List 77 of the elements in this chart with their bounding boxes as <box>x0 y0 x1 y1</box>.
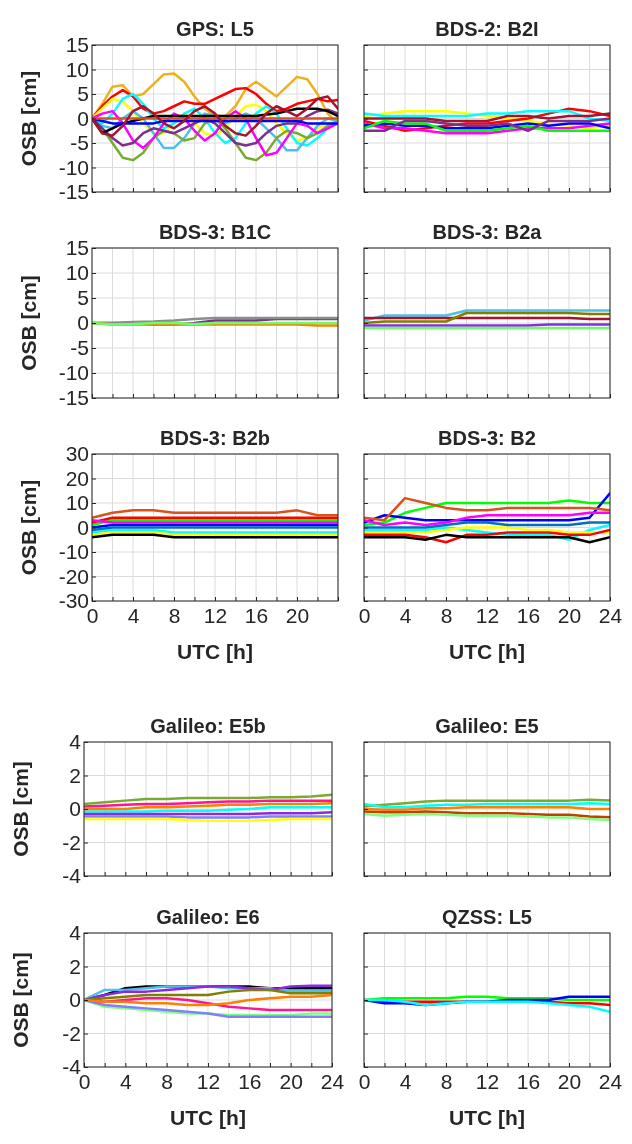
chart-title: Galileo: E5 <box>435 715 539 737</box>
y-tick-label: -5 <box>70 336 89 360</box>
y-tick-label: -15 <box>58 180 89 204</box>
y-tick-label: -20 <box>58 564 89 588</box>
line-series <box>84 793 332 806</box>
y-tick-label: -5 <box>70 131 89 155</box>
y-axis-title: OSB [cm] <box>17 479 40 576</box>
y-tick-label: 2 <box>69 763 81 787</box>
chart-title: BDS-3: B2a <box>432 221 543 243</box>
y-tick-label: 4 <box>69 921 82 945</box>
y-tick-label: 5 <box>77 286 89 310</box>
y-tick-label: 20 <box>65 466 89 490</box>
y-tick-label: 10 <box>65 491 89 515</box>
y-tick-label: 10 <box>65 261 89 285</box>
y-tick-label: 0 <box>77 311 89 335</box>
y-tick-label: 0 <box>69 797 81 821</box>
chart-title: QZSS: L5 <box>441 906 533 928</box>
y-tick-label: 0 <box>77 515 89 539</box>
x-tick-label: 20 <box>557 1069 582 1093</box>
x-tick-label: 4 <box>399 1069 412 1093</box>
chart-title: BDS-3: B2b <box>159 427 271 449</box>
chart-title: Galileo: E5b <box>150 715 266 737</box>
y-tick-label: -10 <box>58 155 89 179</box>
y-tick-label: -4 <box>62 864 82 888</box>
y-tick-label: 0 <box>69 988 81 1012</box>
x-axis-title: UTC [h] <box>170 1106 246 1129</box>
y-axis-title: OSB [cm] <box>9 761 32 857</box>
y-axis-title: OSB [cm] <box>17 275 40 371</box>
line-series <box>84 993 332 1007</box>
x-tick-label: 24 <box>598 1069 623 1093</box>
x-tick-label: 4 <box>127 603 140 627</box>
y-tick-label: -30 <box>58 589 89 613</box>
x-axis-title: UTC [h] <box>449 1106 525 1129</box>
x-tick-label: 16 <box>244 603 269 627</box>
x-tick-label: 8 <box>168 603 181 627</box>
y-tick-label: 15 <box>65 236 89 260</box>
chart-title: Galileo: E6 <box>156 906 260 928</box>
x-tick-label: 24 <box>320 1069 345 1093</box>
chart-title: BDS-3: B1C <box>158 221 272 243</box>
x-tick-label: 24 <box>598 603 623 627</box>
y-tick-label: 0 <box>77 106 89 130</box>
y-tick-label: 10 <box>65 57 89 81</box>
y-tick-label: 2 <box>69 954 81 978</box>
y-tick-label: -10 <box>58 540 89 564</box>
x-tick-label: 20 <box>279 1069 303 1093</box>
y-axis-title: OSB [cm] <box>17 70 40 167</box>
chart-title: GPS: L5 <box>176 18 254 40</box>
line-series <box>92 509 338 519</box>
x-tick-label: 20 <box>285 603 310 627</box>
x-axis-title: UTC [h] <box>177 640 253 663</box>
y-tick-label: -2 <box>62 830 81 854</box>
x-tick-label: 20 <box>557 603 582 627</box>
y-tick-label: 30 <box>65 442 89 466</box>
x-tick-label: 4 <box>119 1069 132 1093</box>
y-tick-label: -10 <box>58 361 89 385</box>
y-tick-label: -2 <box>62 1021 81 1045</box>
y-tick-label: -15 <box>58 386 89 410</box>
x-tick-label: 12 <box>196 1069 221 1093</box>
x-tick-label: 16 <box>516 1069 541 1093</box>
x-tick-label: 8 <box>440 603 453 627</box>
chart-title: BDS-2: B2I <box>435 18 539 40</box>
x-tick-label: 16 <box>238 1069 262 1093</box>
y-tick-label: 5 <box>77 82 89 106</box>
x-tick-label: 8 <box>440 1069 453 1093</box>
chart-title: BDS-3: B2 <box>438 427 536 449</box>
x-tick-label: 4 <box>399 603 412 627</box>
x-tick-label: 8 <box>161 1069 174 1093</box>
x-tick-label: 16 <box>516 603 541 627</box>
x-tick-label: 12 <box>475 603 500 627</box>
x-tick-label: 0 <box>358 603 371 627</box>
y-tick-label: 15 <box>65 33 89 57</box>
x-axis-title: UTC [h] <box>449 640 525 663</box>
x-tick-label: 12 <box>475 1069 500 1093</box>
x-tick-label: 12 <box>203 603 228 627</box>
x-tick-label: 0 <box>358 1069 371 1093</box>
y-axis-title: OSB [cm] <box>9 952 32 1048</box>
y-tick-label: 4 <box>69 730 82 754</box>
